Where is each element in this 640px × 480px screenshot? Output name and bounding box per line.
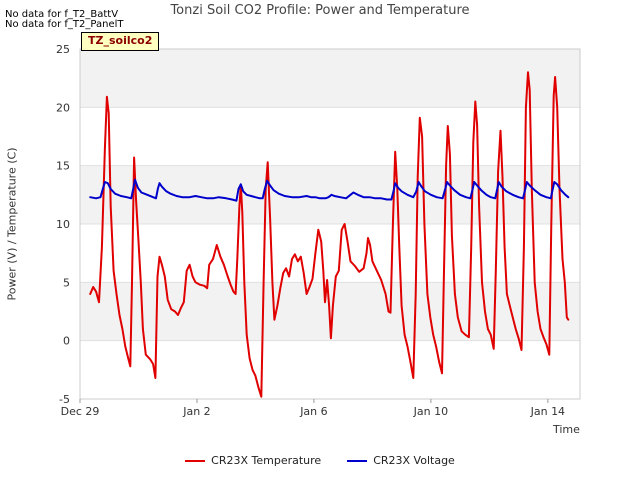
x-tick-label: Jan 10 (413, 405, 448, 418)
legend: CR23X Temperature CR23X Voltage (0, 454, 640, 467)
y-tick-label: 20 (56, 101, 70, 114)
no-data-notice-battv: No data for f_T2_BattV (5, 9, 119, 20)
x-tick-label: Jan 6 (299, 405, 327, 418)
x-tick-label: Dec 29 (61, 405, 100, 418)
y-tick-label: 0 (63, 335, 70, 348)
legend-item-voltage[interactable]: CR23X Voltage (347, 454, 455, 467)
legend-label-voltage: CR23X Voltage (373, 454, 455, 467)
legend-swatch-voltage (347, 459, 368, 462)
chart-title: Tonzi Soil CO2 Profile: Power and Temper… (170, 3, 470, 18)
y-tick-label: 15 (56, 160, 70, 173)
legend-swatch-temperature (185, 459, 206, 462)
plot-frame (79, 48, 581, 400)
y-tick-label: 25 (56, 43, 70, 56)
series-line-voltage (89, 178, 570, 202)
y-tick-label: -5 (59, 393, 70, 406)
legend-item-temperature[interactable]: CR23X Temperature (185, 454, 321, 467)
site-badge: TZ_soilco2 (81, 32, 160, 51)
no-data-notice-panelt: No data for f_T2_PanelT (5, 19, 124, 30)
y-tick-label: 10 (56, 218, 70, 231)
y-tick-label: 5 (63, 276, 70, 289)
x-tick-label: Jan 14 (530, 405, 565, 418)
x-tick-label: Jan 2 (182, 405, 210, 418)
series-line-temperature (89, 71, 570, 398)
grid-band (80, 49, 580, 108)
x-axis-label: Time (553, 423, 580, 436)
legend-label-temperature: CR23X Temperature (211, 454, 322, 467)
y-axis-label-text: Power (V) / Temperature (C) (5, 147, 19, 301)
